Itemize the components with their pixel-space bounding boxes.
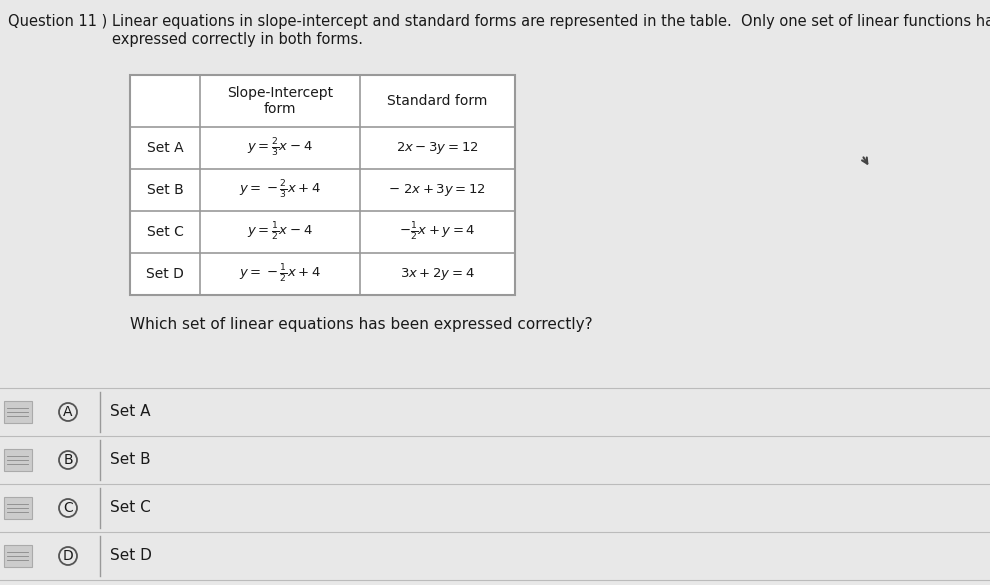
Text: Linear equations in slope-intercept and standard forms are represented in the ta: Linear equations in slope-intercept and … [112, 14, 990, 29]
Text: $3x + 2y = 4$: $3x + 2y = 4$ [400, 266, 475, 282]
Text: expressed correctly in both forms.: expressed correctly in both forms. [112, 32, 363, 47]
Text: Set C: Set C [147, 225, 183, 239]
Text: $y = \frac{2}{3}x - 4$: $y = \frac{2}{3}x - 4$ [248, 137, 313, 159]
Text: C: C [63, 501, 73, 515]
Text: Question 11 ): Question 11 ) [8, 14, 107, 29]
Text: $y = -\frac{2}{3}x + 4$: $y = -\frac{2}{3}x + 4$ [239, 179, 321, 201]
Text: $-\frac{1}{2}x + y = 4$: $-\frac{1}{2}x + y = 4$ [399, 221, 476, 243]
Text: Set D: Set D [147, 267, 184, 281]
Text: Which set of linear equations has been expressed correctly?: Which set of linear equations has been e… [130, 317, 593, 332]
Bar [4, 497, 32, 519]
Bar [4, 401, 32, 423]
Text: Standard form: Standard form [387, 94, 488, 108]
Text: Set C: Set C [110, 501, 150, 515]
Text: Set D: Set D [110, 549, 151, 563]
Text: $y = -\frac{1}{2}x + 4$: $y = -\frac{1}{2}x + 4$ [239, 263, 321, 285]
Bar [4, 545, 32, 567]
Text: $-\ 2x + 3y = 12$: $-\ 2x + 3y = 12$ [388, 182, 486, 198]
Text: $2x - 3y = 12$: $2x - 3y = 12$ [396, 140, 479, 156]
Text: Set A: Set A [110, 404, 150, 419]
Bar [4, 449, 32, 471]
Text: Set A: Set A [147, 141, 183, 155]
Bar [130, 75, 515, 295]
Text: B: B [63, 453, 73, 467]
Text: Set B: Set B [147, 183, 183, 197]
Text: Set B: Set B [110, 453, 150, 467]
Text: $y = \frac{1}{2}x - 4$: $y = \frac{1}{2}x - 4$ [248, 221, 313, 243]
Text: A: A [63, 405, 72, 419]
Text: D: D [62, 549, 73, 563]
Text: Slope-Intercept
form: Slope-Intercept form [227, 86, 333, 116]
